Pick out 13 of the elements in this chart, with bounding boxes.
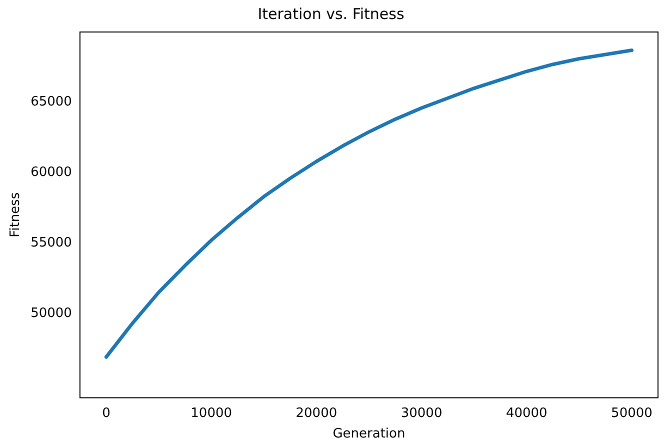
x-tick-label: 40000 — [506, 406, 548, 421]
y-tick-label: 55000 — [30, 235, 72, 250]
x-tick-label: 50000 — [611, 406, 652, 421]
y-tick-label: 50000 — [30, 306, 72, 321]
x-tick-label: 30000 — [400, 406, 442, 421]
y-tick-label: 60000 — [30, 165, 72, 180]
x-tick-label: 20000 — [296, 406, 338, 421]
x-tick-label: 0 — [102, 406, 110, 421]
y-axis-title: Fitness — [8, 192, 24, 238]
x-tick-label: 10000 — [190, 406, 232, 421]
chart-title: Iteration vs. Fitness — [258, 4, 404, 23]
y-tick-label: 65000 — [30, 94, 72, 110]
x-axis-title: Generation — [332, 426, 406, 442]
